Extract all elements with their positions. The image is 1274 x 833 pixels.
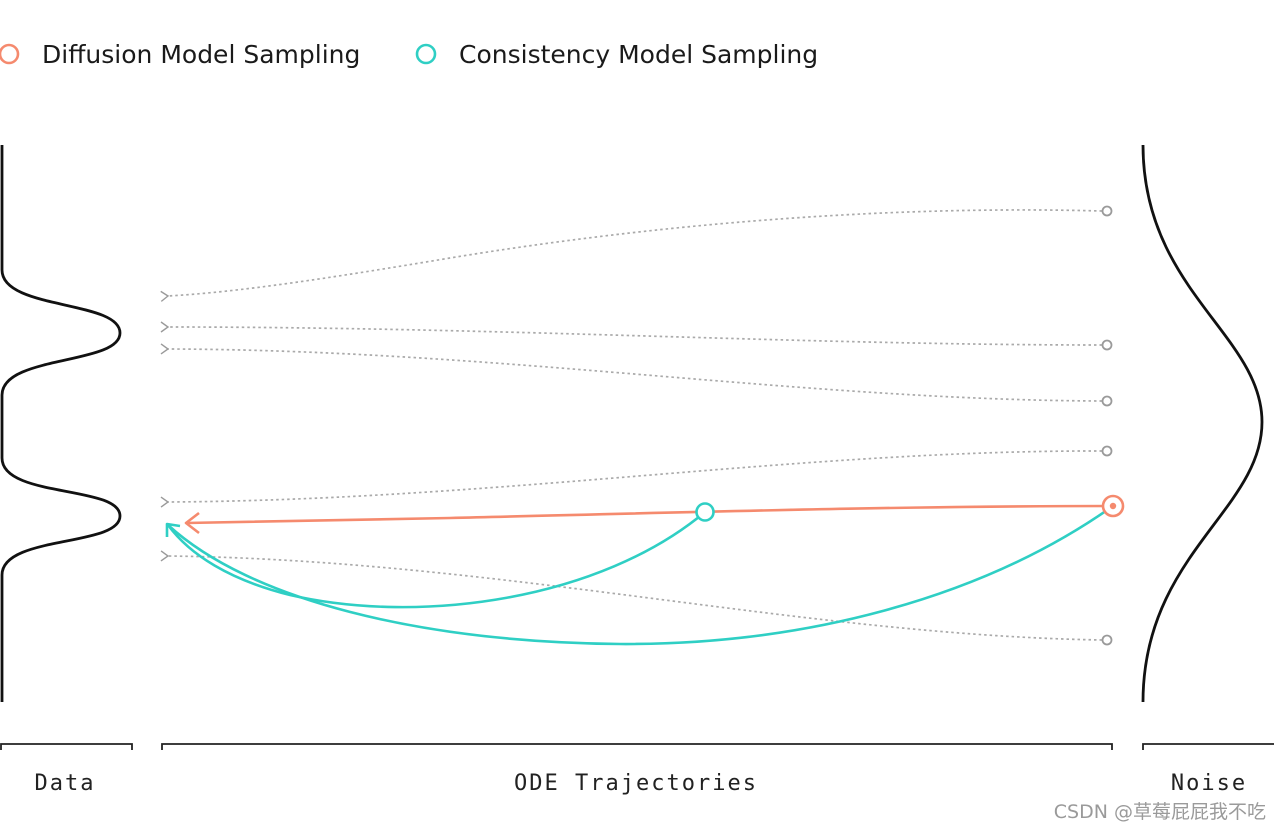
- ode-trajectory: [160, 343, 1103, 402]
- ode-trajectory: [160, 209, 1103, 302]
- noise-sample-point: [1101, 339, 1113, 351]
- noise-sample-point: [1101, 445, 1113, 457]
- ode-axis-label: ODE Trajectories: [514, 771, 758, 796]
- noise-axis-label: Noise: [1171, 771, 1247, 796]
- consistency-legend-label: Consistency Model Sampling: [459, 40, 818, 69]
- ode-trajectories: [160, 209, 1103, 641]
- consistency-arrowhead: [165, 522, 181, 537]
- csdn-watermark: CSDN @草莓屁屁我不吃: [1054, 801, 1266, 823]
- ode-bracket: [161, 743, 1113, 750]
- axis-brackets: [0, 743, 1274, 750]
- ode-trajectory: [160, 550, 1103, 641]
- data-axis-label: Data: [35, 771, 96, 796]
- data-distribution-curve: [0, 145, 122, 702]
- noise-sample-point: [1101, 395, 1113, 407]
- legend: Diffusion Model Sampling Consistency Mod…: [0, 40, 818, 69]
- consistency-sampling-paths: [165, 504, 1114, 646]
- ode-trajectory: [160, 450, 1103, 508]
- diffusion-sampling-path: [184, 504, 1114, 535]
- noise-bracket: [1142, 743, 1274, 750]
- data-bracket: [0, 743, 133, 750]
- consistency-jump-from-noise: [167, 504, 1114, 646]
- ode-trajectory: [160, 321, 1103, 346]
- diffusion-legend-label: Diffusion Model Sampling: [42, 40, 360, 69]
- consistency-midpoint-marker: [695, 502, 715, 522]
- noise-sample-point: [1101, 634, 1113, 646]
- noise-sample-point: [1101, 205, 1113, 217]
- diffusion-trajectory-line: [185, 504, 1114, 525]
- consistency-jump-from-midpoint: [166, 511, 706, 609]
- consistency-legend-marker: [415, 43, 437, 65]
- diffusion-arrowhead: [184, 511, 200, 535]
- noise-distribution-curve: [1141, 144, 1264, 703]
- noise-start-points: [1101, 205, 1113, 646]
- diffusion-legend-marker: [0, 43, 20, 65]
- diffusion-noise-start-dot: [1109, 502, 1117, 510]
